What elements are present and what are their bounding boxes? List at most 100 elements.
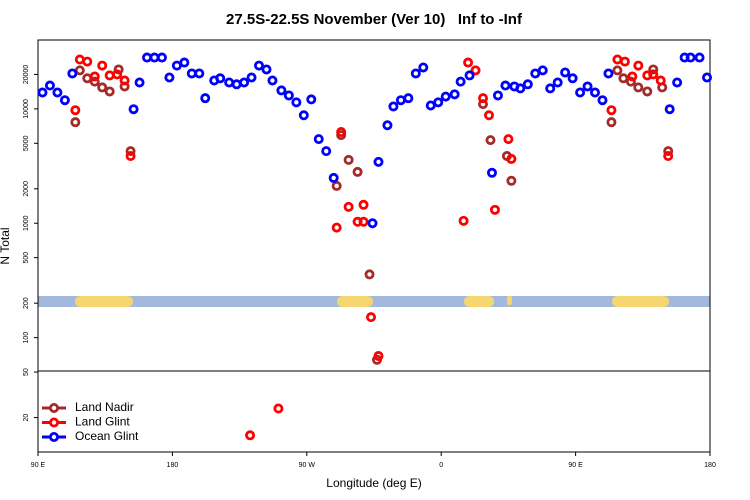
marker bbox=[597, 95, 608, 106]
land-strip bbox=[38, 296, 710, 307]
plot-frame bbox=[37, 39, 711, 453]
x-axis-label: Longitude (deg E) bbox=[326, 476, 421, 490]
marker bbox=[276, 85, 287, 96]
marker bbox=[418, 62, 429, 73]
marker bbox=[97, 60, 108, 71]
marker bbox=[328, 172, 339, 183]
x-tick-label: 90 W bbox=[299, 462, 316, 469]
marker bbox=[89, 71, 100, 82]
marker bbox=[575, 87, 586, 98]
marker bbox=[672, 77, 683, 88]
marker bbox=[119, 75, 130, 86]
marker bbox=[331, 222, 342, 233]
marker bbox=[113, 64, 124, 75]
marker bbox=[685, 52, 696, 63]
marker bbox=[112, 69, 123, 80]
marker bbox=[267, 75, 278, 86]
marker bbox=[97, 82, 108, 93]
marker bbox=[449, 89, 460, 100]
marker bbox=[321, 146, 332, 157]
marker bbox=[352, 166, 363, 177]
marker bbox=[134, 77, 145, 88]
marker bbox=[70, 117, 81, 128]
legend-marker bbox=[49, 402, 60, 413]
marker bbox=[358, 216, 369, 227]
marker bbox=[291, 97, 302, 108]
marker bbox=[410, 68, 421, 79]
marker bbox=[313, 134, 324, 145]
marker bbox=[388, 101, 399, 112]
marker bbox=[433, 97, 444, 108]
marker bbox=[104, 86, 115, 97]
land-band bbox=[337, 296, 373, 307]
marker bbox=[633, 60, 644, 71]
marker bbox=[464, 70, 475, 81]
marker bbox=[367, 218, 378, 229]
y-tick-label: 200 bbox=[23, 297, 30, 309]
land-band bbox=[75, 296, 133, 307]
marker bbox=[52, 87, 63, 98]
legend-label: Land Glint bbox=[75, 415, 130, 429]
marker bbox=[694, 52, 705, 63]
legend-label: Land Nadir bbox=[75, 400, 134, 414]
marker bbox=[625, 76, 636, 87]
marker bbox=[648, 64, 659, 75]
marker bbox=[655, 75, 666, 86]
y-tick-label: 100 bbox=[23, 332, 30, 344]
x-tick-label: 90 E bbox=[568, 462, 583, 469]
y-tick-label: 5000 bbox=[23, 135, 30, 151]
legend-marker bbox=[49, 431, 60, 442]
land-band bbox=[464, 296, 494, 307]
marker bbox=[358, 199, 369, 210]
y-axis-label: N Total bbox=[0, 227, 12, 264]
marker bbox=[500, 80, 511, 91]
marker bbox=[239, 77, 250, 88]
y-tick-label: 20 bbox=[23, 414, 30, 422]
marker bbox=[492, 90, 503, 101]
marker bbox=[104, 70, 115, 81]
ocean-band bbox=[38, 296, 710, 307]
marker bbox=[128, 104, 139, 115]
marker bbox=[560, 67, 571, 78]
marker bbox=[89, 76, 100, 87]
marker bbox=[164, 72, 175, 83]
marker bbox=[463, 57, 474, 68]
marker bbox=[455, 76, 466, 87]
marker bbox=[515, 83, 526, 94]
y-tick-label: 20000 bbox=[23, 65, 30, 85]
land-band bbox=[507, 296, 512, 305]
marker bbox=[537, 65, 548, 76]
marker bbox=[366, 312, 377, 323]
marker bbox=[37, 87, 48, 98]
marker bbox=[231, 79, 242, 90]
marker bbox=[283, 90, 294, 101]
marker bbox=[702, 72, 713, 83]
y-tick-label: 50 bbox=[23, 368, 30, 376]
marker bbox=[633, 82, 644, 93]
marker bbox=[59, 95, 70, 106]
marker bbox=[612, 65, 623, 76]
marker bbox=[627, 71, 638, 82]
marker bbox=[485, 135, 496, 146]
marker bbox=[179, 57, 190, 68]
y-tick-label: 10000 bbox=[23, 99, 30, 119]
marker bbox=[552, 77, 563, 88]
y-tick-label: 500 bbox=[23, 252, 30, 264]
marker bbox=[245, 430, 256, 441]
marker bbox=[567, 73, 578, 84]
marker bbox=[478, 93, 489, 104]
marker bbox=[373, 156, 384, 167]
marker bbox=[440, 91, 451, 102]
legend-label: Ocean Glint bbox=[75, 429, 139, 443]
marker bbox=[663, 146, 674, 157]
marker bbox=[336, 127, 347, 138]
marker bbox=[506, 153, 517, 164]
marker bbox=[82, 56, 93, 67]
marker bbox=[545, 83, 556, 94]
marker bbox=[618, 73, 629, 84]
marker bbox=[125, 146, 136, 157]
marker bbox=[343, 154, 354, 165]
marker bbox=[506, 175, 517, 186]
marker bbox=[194, 68, 205, 79]
marker bbox=[70, 105, 81, 116]
